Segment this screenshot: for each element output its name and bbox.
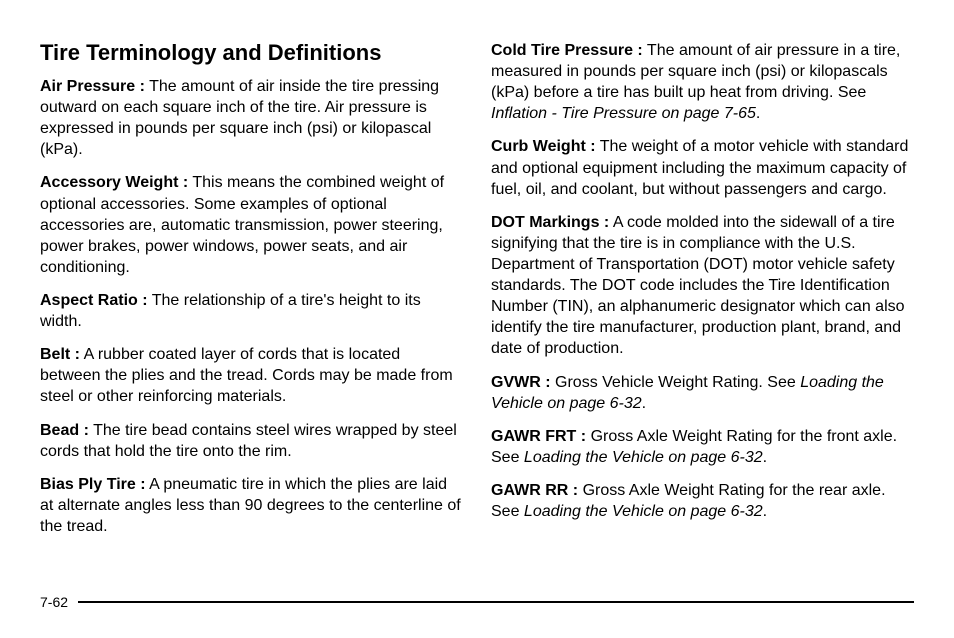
section-title: Tire Terminology and Definitions bbox=[40, 40, 463, 66]
tail: . bbox=[642, 395, 646, 412]
term: GVWR bbox=[491, 374, 541, 391]
term: Bead bbox=[40, 422, 79, 439]
colon: : bbox=[178, 174, 188, 191]
colon: : bbox=[576, 428, 586, 445]
definition-text: The tire bead contains steel wires wrapp… bbox=[40, 422, 457, 460]
colon: : bbox=[138, 292, 148, 309]
definition-entry: Belt : A rubber coated layer of cords th… bbox=[40, 344, 463, 407]
colon: : bbox=[135, 78, 145, 95]
definition-entry: Air Pressure : The amount of air inside … bbox=[40, 76, 463, 160]
page: Tire Terminology and Definitions Air Pre… bbox=[0, 0, 954, 638]
cross-reference: Inflation - Tire Pressure on page 7-65 bbox=[491, 105, 756, 122]
term: Curb Weight bbox=[491, 138, 586, 155]
definition-text: Gross Vehicle Weight Rating. See bbox=[555, 374, 800, 391]
definition-entry: Aspect Ratio : The relationship of a tir… bbox=[40, 290, 463, 332]
tail: . bbox=[763, 449, 767, 466]
definition-entry: Curb Weight : The weight of a motor vehi… bbox=[491, 136, 914, 199]
colon: : bbox=[136, 476, 146, 493]
term: Aspect Ratio bbox=[40, 292, 138, 309]
definition-entry: GVWR : Gross Vehicle Weight Rating. See … bbox=[491, 372, 914, 414]
cross-reference: Loading the Vehicle on page 6-32 bbox=[524, 449, 763, 466]
two-column-layout: Tire Terminology and Definitions Air Pre… bbox=[40, 40, 914, 549]
term: Accessory Weight bbox=[40, 174, 178, 191]
definition-entry: Bias Ply Tire : A pneumatic tire in whic… bbox=[40, 474, 463, 537]
term: GAWR FRT bbox=[491, 428, 576, 445]
definition-entry: Bead : The tire bead contains steel wire… bbox=[40, 420, 463, 462]
term: Belt bbox=[40, 346, 70, 363]
page-number: 7-62 bbox=[40, 594, 68, 610]
definition-entry: Cold Tire Pressure : The amount of air p… bbox=[491, 40, 914, 124]
tail: . bbox=[756, 105, 760, 122]
colon: : bbox=[568, 482, 578, 499]
term: DOT Markings bbox=[491, 214, 599, 231]
definition-entry: GAWR RR : Gross Axle Weight Rating for t… bbox=[491, 480, 914, 522]
colon: : bbox=[586, 138, 596, 155]
definition-entry: Accessory Weight : This means the combin… bbox=[40, 172, 463, 278]
colon: : bbox=[599, 214, 609, 231]
colon: : bbox=[633, 42, 643, 59]
definition-entry: GAWR FRT : Gross Axle Weight Rating for … bbox=[491, 426, 914, 468]
definition-text: A code molded into the sidewall of a tir… bbox=[491, 214, 905, 358]
right-column: Cold Tire Pressure : The amount of air p… bbox=[491, 40, 914, 549]
left-column: Tire Terminology and Definitions Air Pre… bbox=[40, 40, 463, 549]
definition-entry: DOT Markings : A code molded into the si… bbox=[491, 212, 914, 360]
page-footer: 7-62 bbox=[40, 594, 914, 610]
term: Air Pressure bbox=[40, 78, 135, 95]
colon: : bbox=[79, 422, 89, 439]
term: Cold Tire Pressure bbox=[491, 42, 633, 59]
definition-text: A rubber coated layer of cords that is l… bbox=[40, 346, 453, 405]
footer-rule bbox=[78, 601, 914, 603]
colon: : bbox=[541, 374, 551, 391]
colon: : bbox=[70, 346, 80, 363]
term: Bias Ply Tire bbox=[40, 476, 136, 493]
tail: . bbox=[763, 503, 767, 520]
term: GAWR RR bbox=[491, 482, 568, 499]
cross-reference: Loading the Vehicle on page 6-32 bbox=[524, 503, 763, 520]
